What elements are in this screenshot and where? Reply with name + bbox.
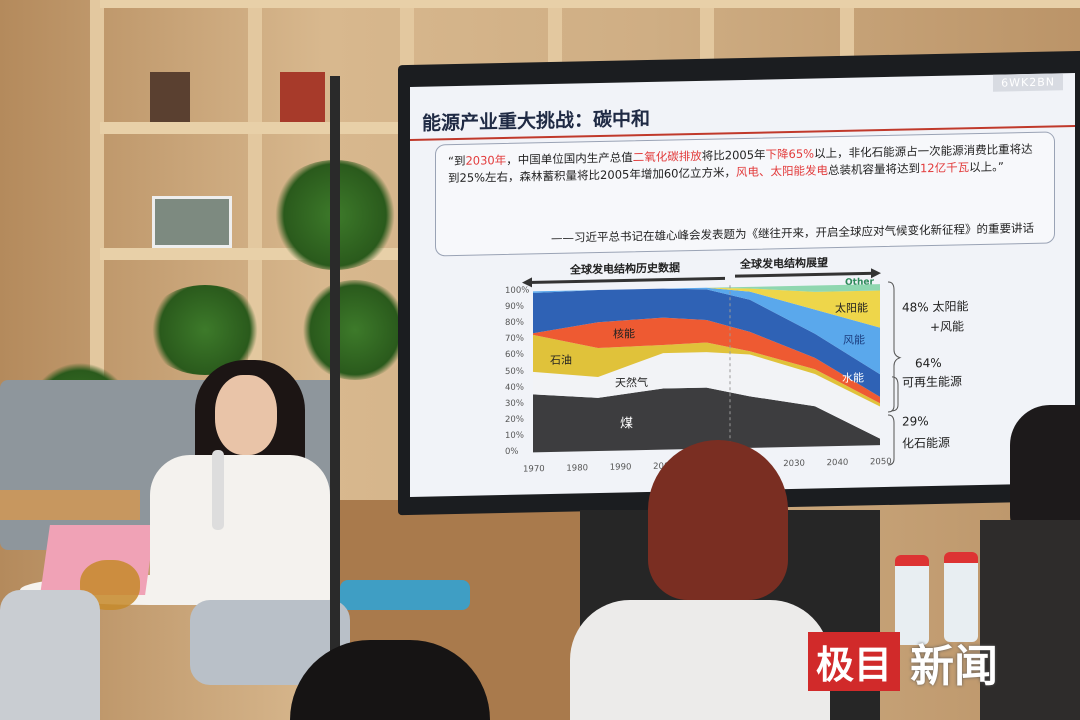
label-wind: 风能	[843, 333, 865, 347]
y-tick: 10%	[505, 430, 524, 441]
books	[280, 72, 325, 122]
y-tick: 60%	[505, 349, 524, 361]
side-table	[0, 490, 140, 520]
label-gas: 天然气	[615, 375, 648, 390]
y-tick: 40%	[505, 382, 524, 393]
label-nuclear: 核能	[613, 327, 635, 341]
label-oil: 石油	[550, 353, 572, 368]
y-tick: 70%	[505, 333, 524, 345]
left-arrow	[528, 276, 725, 284]
area-gas	[533, 352, 880, 439]
annotation-renewable: 64%	[915, 355, 942, 371]
y-tick: 20%	[505, 414, 524, 425]
plant	[300, 280, 410, 380]
label-hydro: 水能	[842, 371, 864, 385]
audience-body	[980, 520, 1080, 720]
annotation-fossil: 29%	[902, 414, 929, 429]
bookshelf	[548, 0, 562, 70]
arrow-head	[871, 268, 881, 279]
news-logo: 极目	[808, 632, 901, 691]
y-tick: 80%	[505, 317, 524, 329]
annotation-renewable-2: 可再生能源	[902, 374, 963, 390]
energy-mix-chart	[522, 268, 902, 466]
area-coal	[533, 387, 880, 453]
presentation-slide: 6WK2BN 能源产业重大挑战：碳中和 “到2030年，中国单位国内生产总值二氧…	[410, 73, 1075, 497]
area-wind	[533, 287, 880, 375]
books	[150, 72, 190, 122]
y-tick: 0%	[505, 446, 519, 457]
audience-body	[570, 600, 830, 720]
speaker-body	[150, 455, 330, 605]
chair-cushion	[340, 580, 470, 610]
y-tick: 90%	[505, 301, 524, 313]
area-hydro	[533, 288, 880, 397]
label-solar: 太阳能	[835, 301, 868, 316]
x-tick: 2050	[870, 456, 892, 468]
area-other	[533, 284, 880, 292]
brackets	[887, 281, 902, 466]
label-coal: 煤	[620, 416, 634, 432]
speaker-face	[215, 375, 277, 455]
annotation-solar-wind: 48% 太阳能	[902, 299, 969, 315]
arrow-head	[522, 277, 532, 288]
shelf	[100, 122, 400, 134]
annotation-solar-wind-2: +风能	[930, 319, 965, 335]
microphone	[212, 450, 224, 530]
bookshelf	[840, 0, 854, 70]
area-oil	[533, 334, 880, 407]
area-solar	[533, 287, 880, 328]
label-other: Other	[845, 277, 874, 288]
news-logo-text: 新闻	[910, 641, 998, 692]
annotation-fossil-2: 化石能源	[902, 435, 951, 451]
x-tick: 1970	[523, 464, 545, 475]
bookshelf	[400, 0, 414, 70]
x-tick: 1980	[566, 463, 589, 474]
x-tick: 2040	[826, 457, 849, 469]
audience-shoulder	[0, 590, 100, 720]
water-bottle	[944, 552, 978, 642]
bookshelf	[248, 0, 262, 380]
y-tick: 50%	[505, 366, 524, 377]
area-nuclear	[533, 317, 880, 404]
screen-stand	[330, 76, 340, 720]
x-tick: 1990	[609, 462, 632, 473]
x-tick: 2030	[783, 458, 805, 470]
y-tick: 100%	[505, 285, 530, 296]
bookshelf	[700, 0, 714, 70]
bookshelf	[90, 0, 104, 380]
water-bottle	[895, 555, 929, 645]
picture-frame	[152, 196, 232, 248]
audience-head	[648, 440, 788, 600]
shelf	[100, 0, 1080, 8]
right-arrow	[735, 271, 875, 278]
y-tick: 30%	[505, 398, 524, 409]
